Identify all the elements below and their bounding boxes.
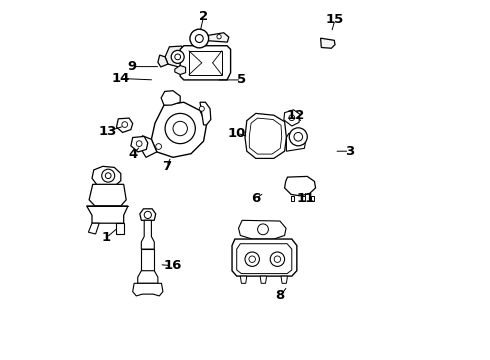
Polygon shape bbox=[133, 283, 163, 296]
Text: 4: 4 bbox=[128, 148, 137, 161]
Polygon shape bbox=[291, 196, 294, 201]
Polygon shape bbox=[320, 38, 335, 48]
Text: 7: 7 bbox=[162, 160, 171, 173]
Text: 9: 9 bbox=[127, 60, 136, 73]
Circle shape bbox=[102, 169, 115, 182]
Polygon shape bbox=[260, 276, 267, 283]
Circle shape bbox=[289, 128, 307, 146]
Polygon shape bbox=[281, 276, 288, 283]
Polygon shape bbox=[237, 244, 292, 274]
Circle shape bbox=[294, 132, 303, 141]
Circle shape bbox=[165, 113, 196, 144]
Polygon shape bbox=[92, 166, 121, 185]
Circle shape bbox=[199, 106, 204, 111]
Circle shape bbox=[175, 54, 180, 60]
Circle shape bbox=[173, 121, 187, 136]
Text: 5: 5 bbox=[237, 73, 246, 86]
Circle shape bbox=[136, 141, 142, 147]
Text: 6: 6 bbox=[251, 192, 260, 205]
Polygon shape bbox=[240, 276, 247, 283]
Polygon shape bbox=[286, 133, 305, 151]
Polygon shape bbox=[117, 223, 123, 234]
Text: 10: 10 bbox=[228, 127, 246, 140]
Circle shape bbox=[217, 35, 221, 39]
Circle shape bbox=[156, 144, 162, 149]
Polygon shape bbox=[189, 51, 222, 75]
Polygon shape bbox=[180, 46, 231, 80]
Polygon shape bbox=[239, 220, 286, 239]
Polygon shape bbox=[285, 176, 316, 196]
Circle shape bbox=[274, 256, 281, 262]
Polygon shape bbox=[138, 271, 158, 283]
Polygon shape bbox=[302, 196, 305, 201]
Text: 13: 13 bbox=[98, 125, 117, 138]
Text: 14: 14 bbox=[112, 72, 130, 85]
Polygon shape bbox=[88, 223, 99, 234]
Circle shape bbox=[144, 211, 151, 219]
Circle shape bbox=[105, 173, 111, 179]
Polygon shape bbox=[117, 118, 133, 132]
Polygon shape bbox=[249, 118, 282, 154]
Polygon shape bbox=[151, 102, 206, 157]
Polygon shape bbox=[165, 46, 189, 67]
Text: 8: 8 bbox=[276, 289, 285, 302]
Polygon shape bbox=[284, 110, 300, 126]
Text: 16: 16 bbox=[163, 259, 181, 272]
Polygon shape bbox=[200, 102, 211, 125]
Polygon shape bbox=[311, 196, 314, 201]
Circle shape bbox=[258, 224, 269, 235]
Polygon shape bbox=[245, 113, 286, 158]
Polygon shape bbox=[141, 220, 154, 249]
Polygon shape bbox=[89, 184, 126, 206]
Circle shape bbox=[171, 50, 184, 63]
Polygon shape bbox=[141, 249, 154, 271]
Polygon shape bbox=[158, 55, 168, 67]
Polygon shape bbox=[232, 239, 297, 276]
Text: 11: 11 bbox=[296, 192, 315, 205]
Polygon shape bbox=[140, 209, 156, 220]
Polygon shape bbox=[87, 206, 128, 223]
Polygon shape bbox=[131, 136, 148, 152]
Polygon shape bbox=[206, 33, 229, 42]
Polygon shape bbox=[175, 66, 186, 75]
Text: 12: 12 bbox=[286, 109, 304, 122]
Polygon shape bbox=[161, 91, 180, 105]
Text: 2: 2 bbox=[199, 10, 208, 23]
Text: 15: 15 bbox=[326, 13, 344, 26]
Circle shape bbox=[122, 122, 127, 127]
Circle shape bbox=[196, 35, 203, 42]
Text: 3: 3 bbox=[345, 145, 354, 158]
Circle shape bbox=[289, 115, 294, 121]
Circle shape bbox=[270, 252, 285, 266]
Text: 1: 1 bbox=[102, 231, 111, 244]
Polygon shape bbox=[141, 136, 157, 157]
Circle shape bbox=[249, 256, 255, 262]
Circle shape bbox=[190, 29, 209, 48]
Circle shape bbox=[245, 252, 259, 266]
